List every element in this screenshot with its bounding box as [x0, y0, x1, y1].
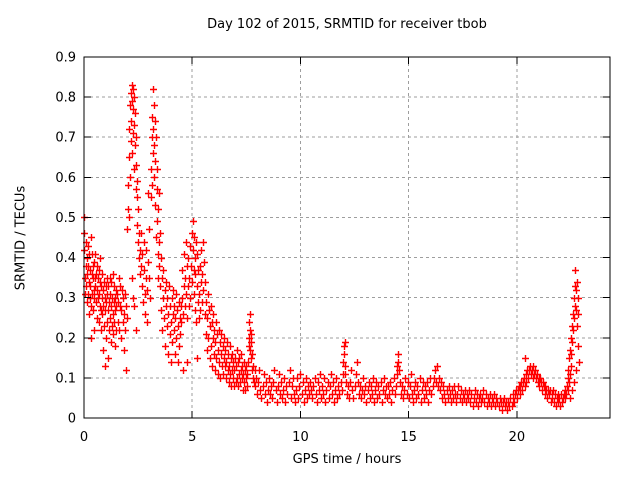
- y-tick-label: 0.4: [55, 251, 76, 266]
- y-tick-label: 0.5: [55, 211, 76, 226]
- plot-border: [83, 56, 611, 419]
- data-points: [81, 82, 583, 414]
- y-tick-label: 0.6: [55, 171, 76, 186]
- x-tick-label: 10: [292, 430, 309, 445]
- x-tick-label: 5: [188, 430, 196, 445]
- x-tick-label: 20: [509, 430, 526, 445]
- y-tick-label: 0.8: [55, 91, 76, 106]
- y-tick-label: 0.2: [55, 331, 76, 346]
- y-tick-label: 0.7: [55, 131, 76, 146]
- y-tick-label: 0.9: [55, 51, 76, 66]
- chart-title: Day 102 of 2015, SRMTID for receiver tbo…: [207, 17, 487, 32]
- x-tick-label: 15: [400, 430, 417, 445]
- y-tick-label: 0.1: [55, 371, 76, 386]
- y-tick-label: 0: [68, 412, 76, 427]
- x-tick-label: 0: [80, 430, 88, 445]
- y-tick-label: 0.3: [55, 291, 76, 306]
- x-axis-label: GPS time / hours: [292, 452, 402, 467]
